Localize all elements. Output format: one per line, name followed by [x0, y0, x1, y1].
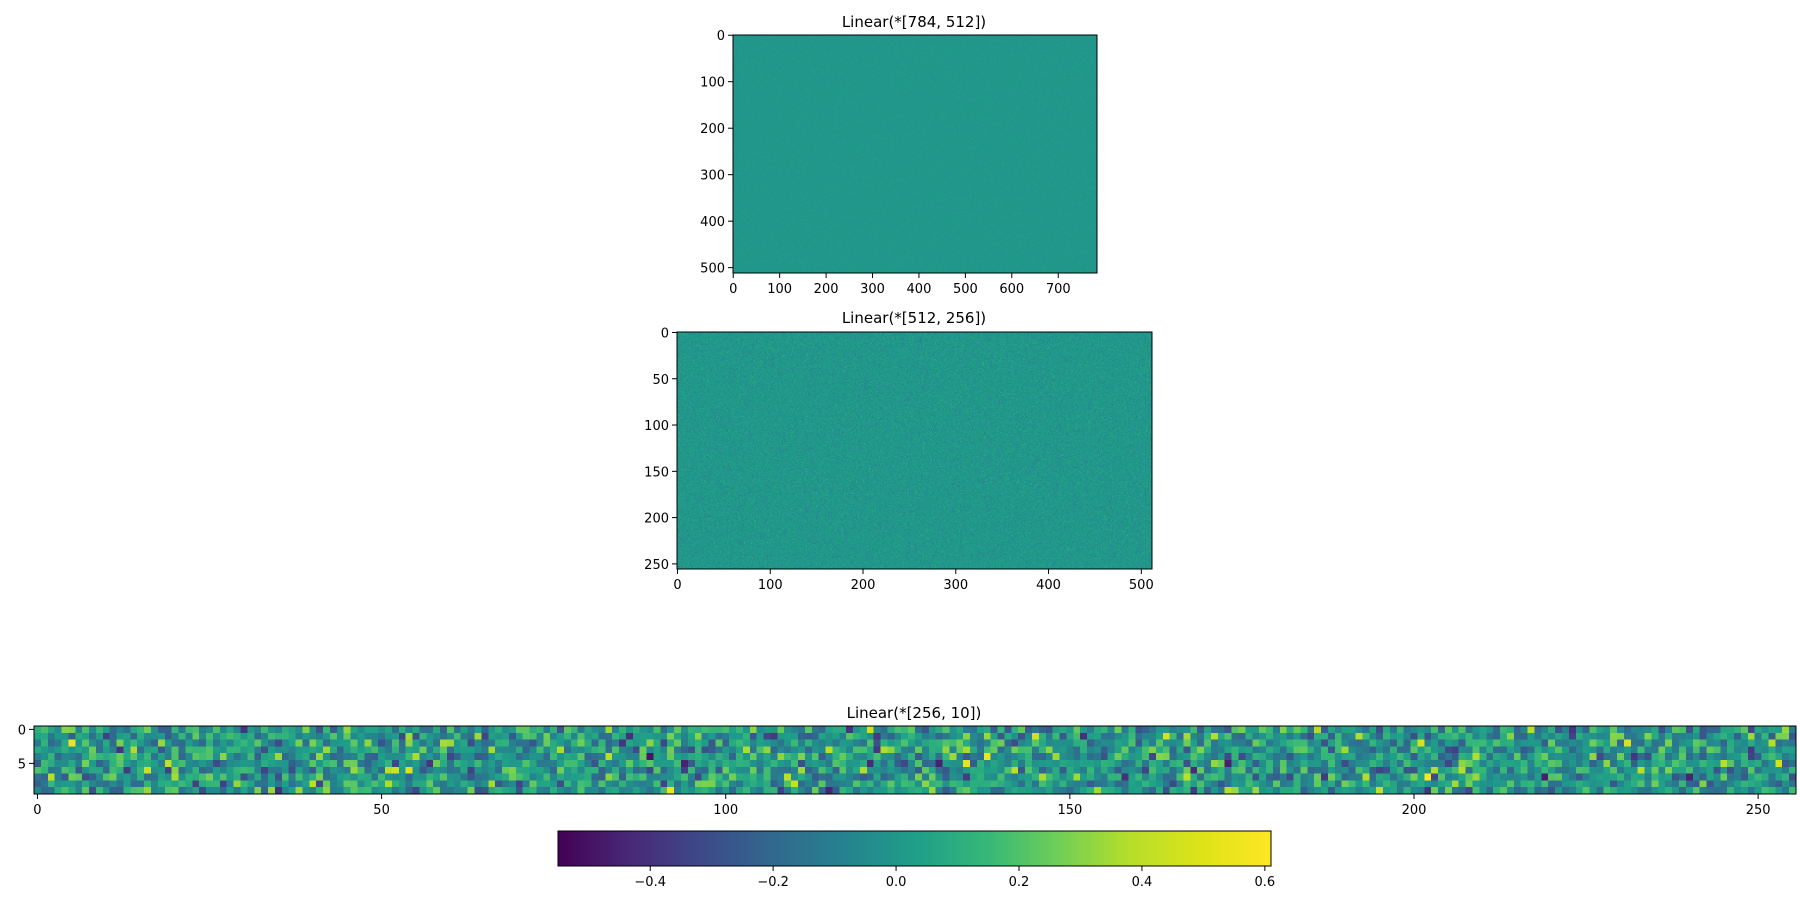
heatmap-1-image [733, 35, 1097, 273]
heatmap-1-xtick-label: 700 [1046, 282, 1071, 297]
heatmap-1-frame [732, 34, 1098, 274]
colorbar: −0.4 −0.2 0.0 0.2 0.4 0.6 [557, 830, 1276, 890]
heatmap-1-ytick-label: 300 [700, 169, 725, 184]
heatmap-1-xtick-label: 300 [860, 282, 885, 297]
heatmap-1-xtick-label: 100 [767, 282, 792, 297]
heatmap-3-xtick-label: 200 [1402, 803, 1427, 818]
heatmap-1-xtick-label: 400 [907, 282, 932, 297]
heatmap-2-xtick-label: 200 [851, 578, 876, 593]
heatmap-2-ytick-label: 50 [652, 373, 669, 388]
heatmap-2-ytick-label: 250 [644, 558, 669, 573]
heatmap-1-xtick-label: 500 [953, 282, 978, 297]
heatmap-2: Linear(*[512, 256]) 0 100 200 300 400 500 0 50 1… [644, 309, 1154, 593]
heatmap-2-image [677, 332, 1152, 569]
heatmap-2-xtick-label: 500 [1129, 578, 1154, 593]
heatmap-1-title: Linear(*[784, 512]) [842, 13, 986, 31]
heatmap-1-xtick-label: 600 [999, 282, 1024, 297]
colorbar-frame [557, 830, 1272, 867]
heatmap-2-title: Linear(*[512, 256]) [842, 309, 986, 327]
heatmap-3-xtick-label: 250 [1746, 803, 1771, 818]
heatmap-1-ytick-label: 200 [700, 122, 725, 137]
heatmap-2-xtick-label: 100 [758, 578, 783, 593]
heatmap-3-ytick-label: 5 [18, 757, 26, 772]
heatmap-3-xtick-label: 0 [33, 803, 41, 818]
heatmap-2-ytick-label: 100 [644, 419, 669, 434]
colorbar-tick-label: −0.2 [757, 875, 789, 890]
heatmap-2-ytick-label: 150 [644, 465, 669, 480]
heatmap-2-frame [676, 331, 1153, 570]
heatmap-2-ytick-label: 0 [661, 326, 669, 341]
colorbar-gradient [558, 831, 1271, 866]
heatmap-3-xtick-label: 100 [713, 803, 738, 818]
heatmap-2-ytick-label: 200 [644, 512, 669, 527]
heatmap-3-title: Linear(*[256, 10]) [847, 704, 982, 722]
heatmap-1-ytick-label: 0 [717, 29, 725, 44]
heatmap-3-image [34, 726, 1796, 794]
colorbar-tick-label: 0.4 [1132, 875, 1153, 890]
colorbar-tick-label: 0.6 [1255, 875, 1276, 890]
heatmap-1-ytick-label: 100 [700, 76, 725, 91]
colorbar-tick-label: −0.4 [634, 875, 666, 890]
heatmap-2-xtick-label: 0 [673, 578, 681, 593]
heatmap-3-xtick-label: 50 [373, 803, 390, 818]
colorbar-tick-label: 0.0 [886, 875, 907, 890]
heatmap-1: Linear(*[784, 512]) 0 100 200 300 400 500 600 7… [700, 13, 1098, 297]
heatmap-1-ytick-label: 400 [700, 215, 725, 230]
heatmap-1-xtick-label: 0 [729, 282, 737, 297]
heatmap-1-xtick-label: 200 [814, 282, 839, 297]
heatmap-3-xtick-label: 150 [1057, 803, 1082, 818]
heatmap-2-xtick-label: 400 [1036, 578, 1061, 593]
heatmap-1-ytick-label: 500 [700, 262, 725, 277]
heatmap-3-frame [33, 725, 1797, 795]
heatmap-3-ytick-label: 0 [18, 723, 26, 738]
heatmap-3: Linear(*[256, 10]) 0 50 100 150 200 250 0 5 [18, 704, 1797, 818]
heatmap-2-xtick-label: 300 [943, 578, 968, 593]
colorbar-tick-label: 0.2 [1009, 875, 1030, 890]
